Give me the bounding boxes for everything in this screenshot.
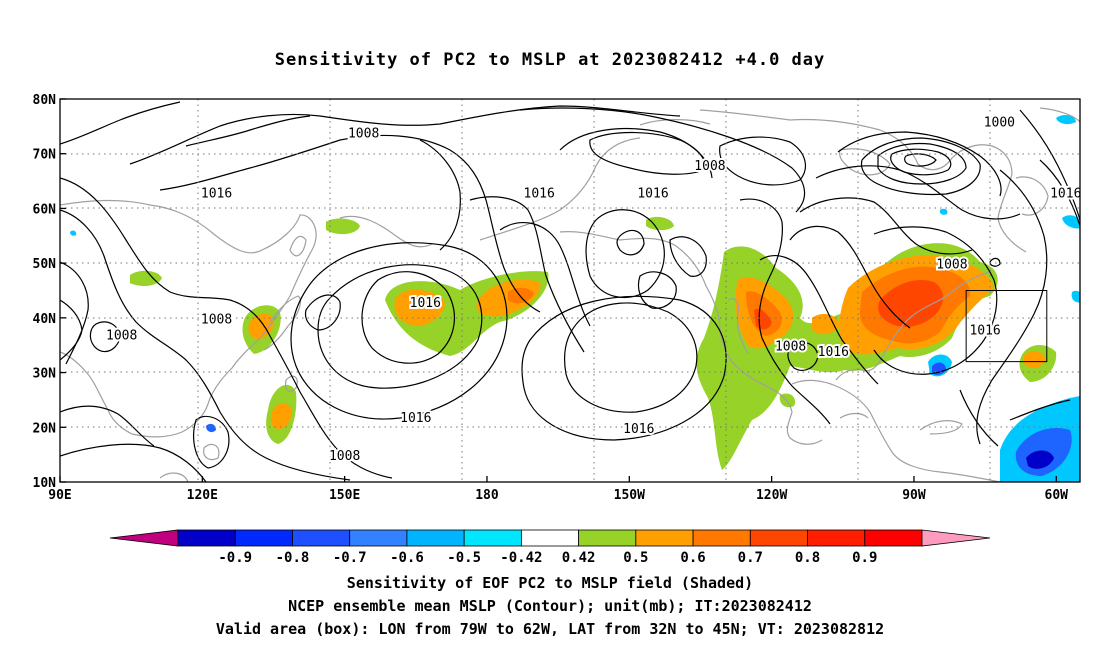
contour-label: 1008 — [775, 340, 806, 355]
contour-label: 1016 — [400, 411, 431, 426]
colorbar-label: 0.8 — [795, 550, 820, 566]
contour-label: 1016 — [410, 296, 441, 311]
contour-label: 1016 — [623, 422, 654, 437]
colorbar-swatch — [578, 529, 637, 547]
colorbar-swatch — [349, 529, 408, 547]
lat-tick-label: 20N — [33, 421, 57, 436]
contour-label: 1016 — [1050, 186, 1081, 201]
contour-label: 1000 — [984, 115, 1015, 130]
contour-label: 1016 — [637, 186, 668, 201]
contour-labels: 1008 1000 1008 1016 1016 1016 1016 1008 1016 1008… — [104, 113, 1081, 466]
lon-tick-label: 150W — [614, 488, 645, 503]
lon-tick-label: 60W — [1045, 488, 1069, 503]
colorbar-label: -0.42 — [500, 550, 542, 566]
coastlines — [60, 107, 1080, 482]
colorbar-swatch — [234, 529, 293, 547]
colorbar-swatch — [292, 529, 351, 547]
lat-tick-label: 10N — [33, 476, 57, 491]
lon-tick-label: 90E — [48, 488, 71, 503]
colorbar-label: 0.9 — [852, 550, 877, 566]
map-title: Sensitivity of PC2 to MSLP at 2023082412… — [274, 50, 826, 70]
lat-tick-label: 70N — [33, 148, 57, 163]
contour-label: 1016 — [818, 345, 849, 360]
shaded-sensitivity — [70, 115, 1080, 482]
caption-valid-area: Valid area (box): LON from 79W to 62W, L… — [215, 620, 885, 638]
colorbar-swatch — [749, 529, 808, 547]
contour-label: 1008 — [201, 312, 232, 327]
lat-tick-label: 60N — [33, 202, 57, 217]
colorbar: -0.9 -0.8 -0.7 -0.6 -0.5 -0.42 0.42 0.5 0.6 0.7 0.… — [109, 529, 991, 566]
colorbar-label: -0.7 — [333, 550, 367, 566]
caption-contour: NCEP ensemble mean MSLP (Contour); unit(… — [288, 597, 812, 615]
colorbar-label: -0.9 — [218, 550, 252, 566]
caption-shading: Sensitivity of EOF PC2 to MSLP field (Sh… — [346, 574, 754, 592]
colorbar-swatch — [177, 529, 236, 547]
contour-label: 1016 — [524, 186, 555, 201]
colorbar-swatch — [635, 529, 694, 547]
lat-tick-label: 40N — [33, 312, 57, 327]
lat-tick-label: 80N — [33, 93, 57, 108]
contour-label: 1016 — [969, 323, 1000, 338]
colorbar-swatch — [692, 529, 751, 547]
mslp-contours — [60, 101, 1080, 482]
plot-frame — [59, 98, 1081, 483]
colorbar-label: 0.7 — [738, 550, 763, 566]
colorbar-low-arrow — [109, 529, 179, 547]
contour-label: 1016 — [201, 186, 232, 201]
contour-label: 1008 — [329, 449, 360, 464]
lat-tick-label: 30N — [33, 367, 57, 382]
lon-tick-label: 150E — [329, 488, 360, 503]
lon-tick-label: 120W — [756, 488, 787, 503]
contour-label: 1008 — [106, 329, 137, 344]
colorbar-swatch — [463, 529, 522, 547]
valid-area-box — [965, 290, 1048, 363]
contour-label: 1008 — [694, 159, 725, 174]
gridlines — [60, 99, 1080, 482]
colorbar-label: -0.6 — [390, 550, 424, 566]
colorbar-label: -0.5 — [447, 550, 481, 566]
contour-label: 1008 — [348, 126, 379, 141]
colorbar-swatch — [520, 529, 580, 547]
lon-tick-label: 180 — [475, 488, 499, 503]
contour-label: 1008 — [936, 258, 967, 273]
colorbar-swatch — [807, 529, 866, 547]
colorbar-high-arrow — [921, 529, 991, 547]
colorbar-label: -0.8 — [276, 550, 310, 566]
colorbar-label: 0.5 — [623, 550, 648, 566]
colorbar-label: 0.6 — [680, 550, 705, 566]
colorbar-label: 0.42 — [562, 550, 596, 566]
lat-tick-label: 50N — [33, 257, 57, 272]
lon-tick-label: 90W — [902, 488, 926, 503]
colorbar-swatch — [864, 529, 923, 547]
colorbar-swatch — [406, 529, 465, 547]
lon-tick-label: 120E — [187, 488, 218, 503]
